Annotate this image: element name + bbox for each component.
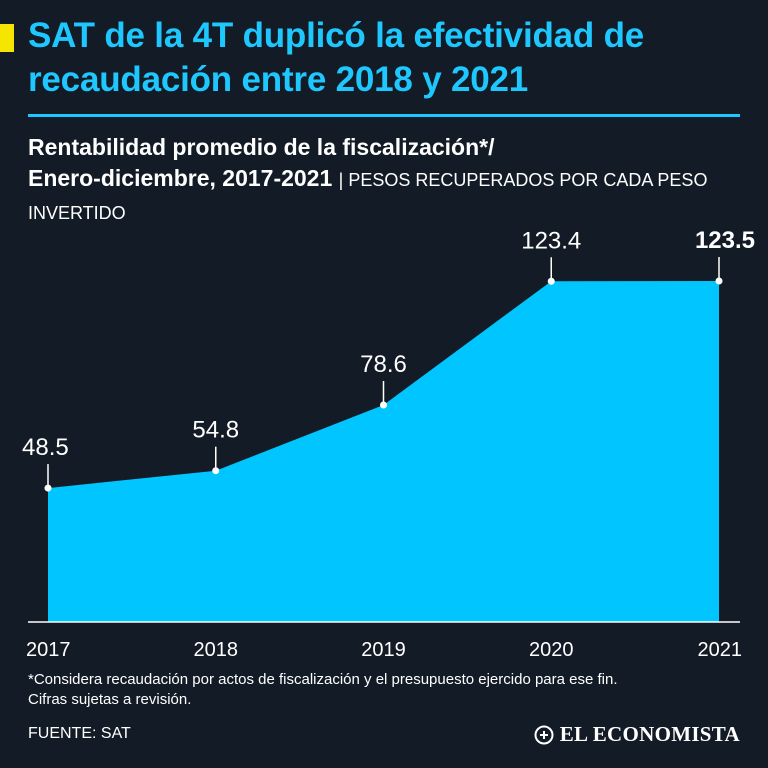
footnote-line-2: Cifras sujetas a revisión. xyxy=(28,691,192,708)
area-series xyxy=(48,281,719,622)
footnote-line-1: *Considera recaudación por actos de fisc… xyxy=(28,671,618,688)
footnote: *Considera recaudación por actos de fisc… xyxy=(28,670,728,710)
data-label-2018: 54.8 xyxy=(192,417,239,444)
source-text: FUENTE: SAT xyxy=(28,725,131,742)
logo-mark-icon xyxy=(534,725,554,744)
chart-title: Rentabilidad promedio de la fiscalizació… xyxy=(28,134,495,160)
chart-subtitle: Rentabilidad promedio de la fiscalizació… xyxy=(28,132,753,229)
data-point-2019 xyxy=(380,401,387,409)
data-point-2021 xyxy=(715,277,723,285)
data-label-2017: 48.5 xyxy=(22,434,69,461)
chart-period: Enero-diciembre, 2017-2021 xyxy=(28,165,333,191)
data-point-2020 xyxy=(547,277,555,285)
x-tick-label-2020: 2020 xyxy=(529,639,574,661)
x-tick-label-2019: 2019 xyxy=(361,639,406,661)
logo-text: EL ECONOMISTA xyxy=(559,722,740,746)
chart-units: | PESOS RECUPERADOS POR CADA PESO INVERT… xyxy=(28,170,708,223)
data-label-2020: 123.4 xyxy=(521,227,581,254)
page-title: SAT de la 4T duplicó la efectividad de r… xyxy=(28,16,645,99)
x-tick-label-2021: 2021 xyxy=(698,639,743,661)
data-point-2017 xyxy=(44,484,52,492)
data-point-2018 xyxy=(212,467,220,475)
data-label-2019: 78.6 xyxy=(360,351,407,378)
accent-bar xyxy=(0,24,14,52)
data-label-2021: 123.5 xyxy=(695,227,755,254)
x-tick-label-2018: 2018 xyxy=(194,639,239,661)
x-tick-label-2017: 2017 xyxy=(26,639,71,661)
title-divider xyxy=(28,114,740,117)
publisher-logo: EL ECONOMISTA xyxy=(534,722,740,747)
